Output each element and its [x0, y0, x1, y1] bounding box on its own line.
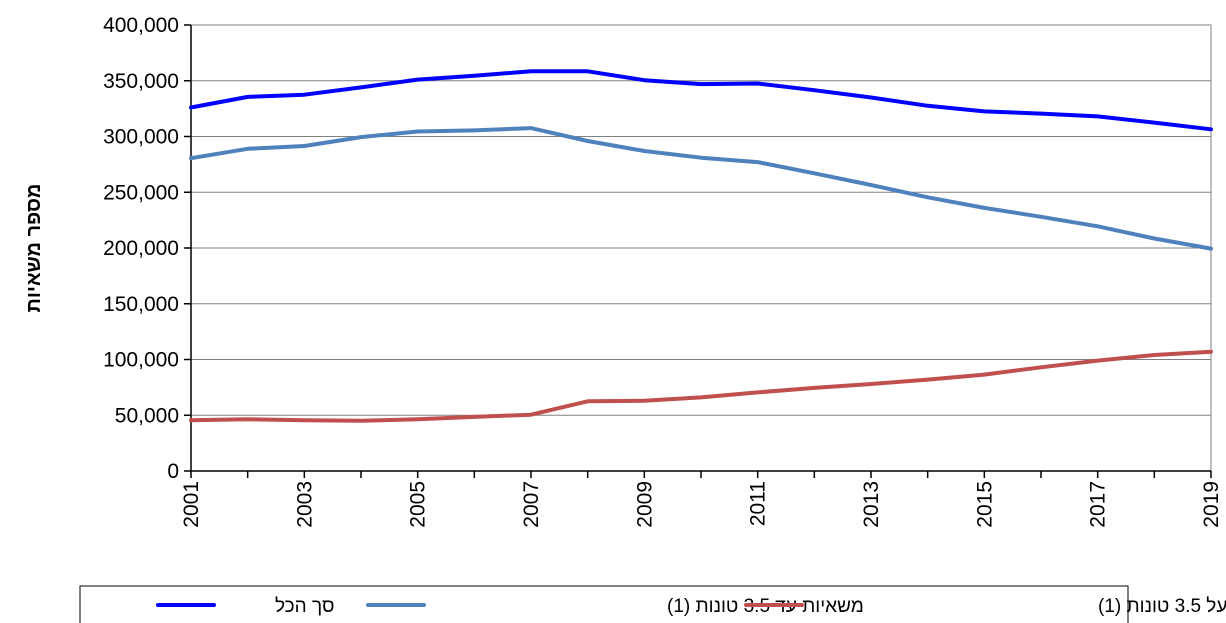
y-axis-label: מספר משאיות: [23, 184, 45, 313]
series-line-1: [189, 69, 1213, 132]
y-tick-label: 250,000: [103, 181, 179, 204]
legend-label-3: משאיות מעל 3.5 טונות (1): [1098, 596, 1226, 617]
x-tick-label: 2007: [520, 481, 543, 528]
y-tick-label: 150,000: [103, 293, 179, 316]
legend-label-1: סך הכל: [275, 596, 334, 617]
x-axis-ticks: 2001 2003 2005 2007 2009 2011 2013 2015 2017 2019: [180, 471, 1223, 528]
y-tick-label: 100,000: [103, 349, 179, 372]
x-tick-label: 2009: [633, 481, 656, 528]
legend-box: [79, 585, 1129, 623]
x-tick-label: 2019: [1200, 481, 1223, 528]
y-axis-ticks: 0 50,000 100,000 150,000 200,000 250,000 300,0…: [103, 14, 191, 483]
x-tick-label: 2005: [407, 481, 430, 528]
series-line-2: [189, 126, 1213, 251]
y-tick-label: 200,000: [103, 237, 179, 260]
series-lines: [189, 69, 1213, 423]
x-tick-label: 2013: [860, 481, 883, 528]
x-tick-label: 2017: [1087, 481, 1110, 528]
x-tick-label: 2003: [293, 481, 316, 528]
x-tick-label: 2015: [973, 481, 996, 528]
series-line-3: [189, 349, 1213, 423]
x-tick-label: 2001: [180, 481, 203, 528]
y-tick-label: 300,000: [103, 126, 179, 149]
y-tick-label: 350,000: [103, 70, 179, 93]
x-tick-label: 2011: [747, 481, 770, 526]
y-tick-label: 0: [167, 460, 179, 483]
y-tick-label: 400,000: [103, 14, 179, 37]
y-tick-label: 50,000: [115, 404, 179, 427]
